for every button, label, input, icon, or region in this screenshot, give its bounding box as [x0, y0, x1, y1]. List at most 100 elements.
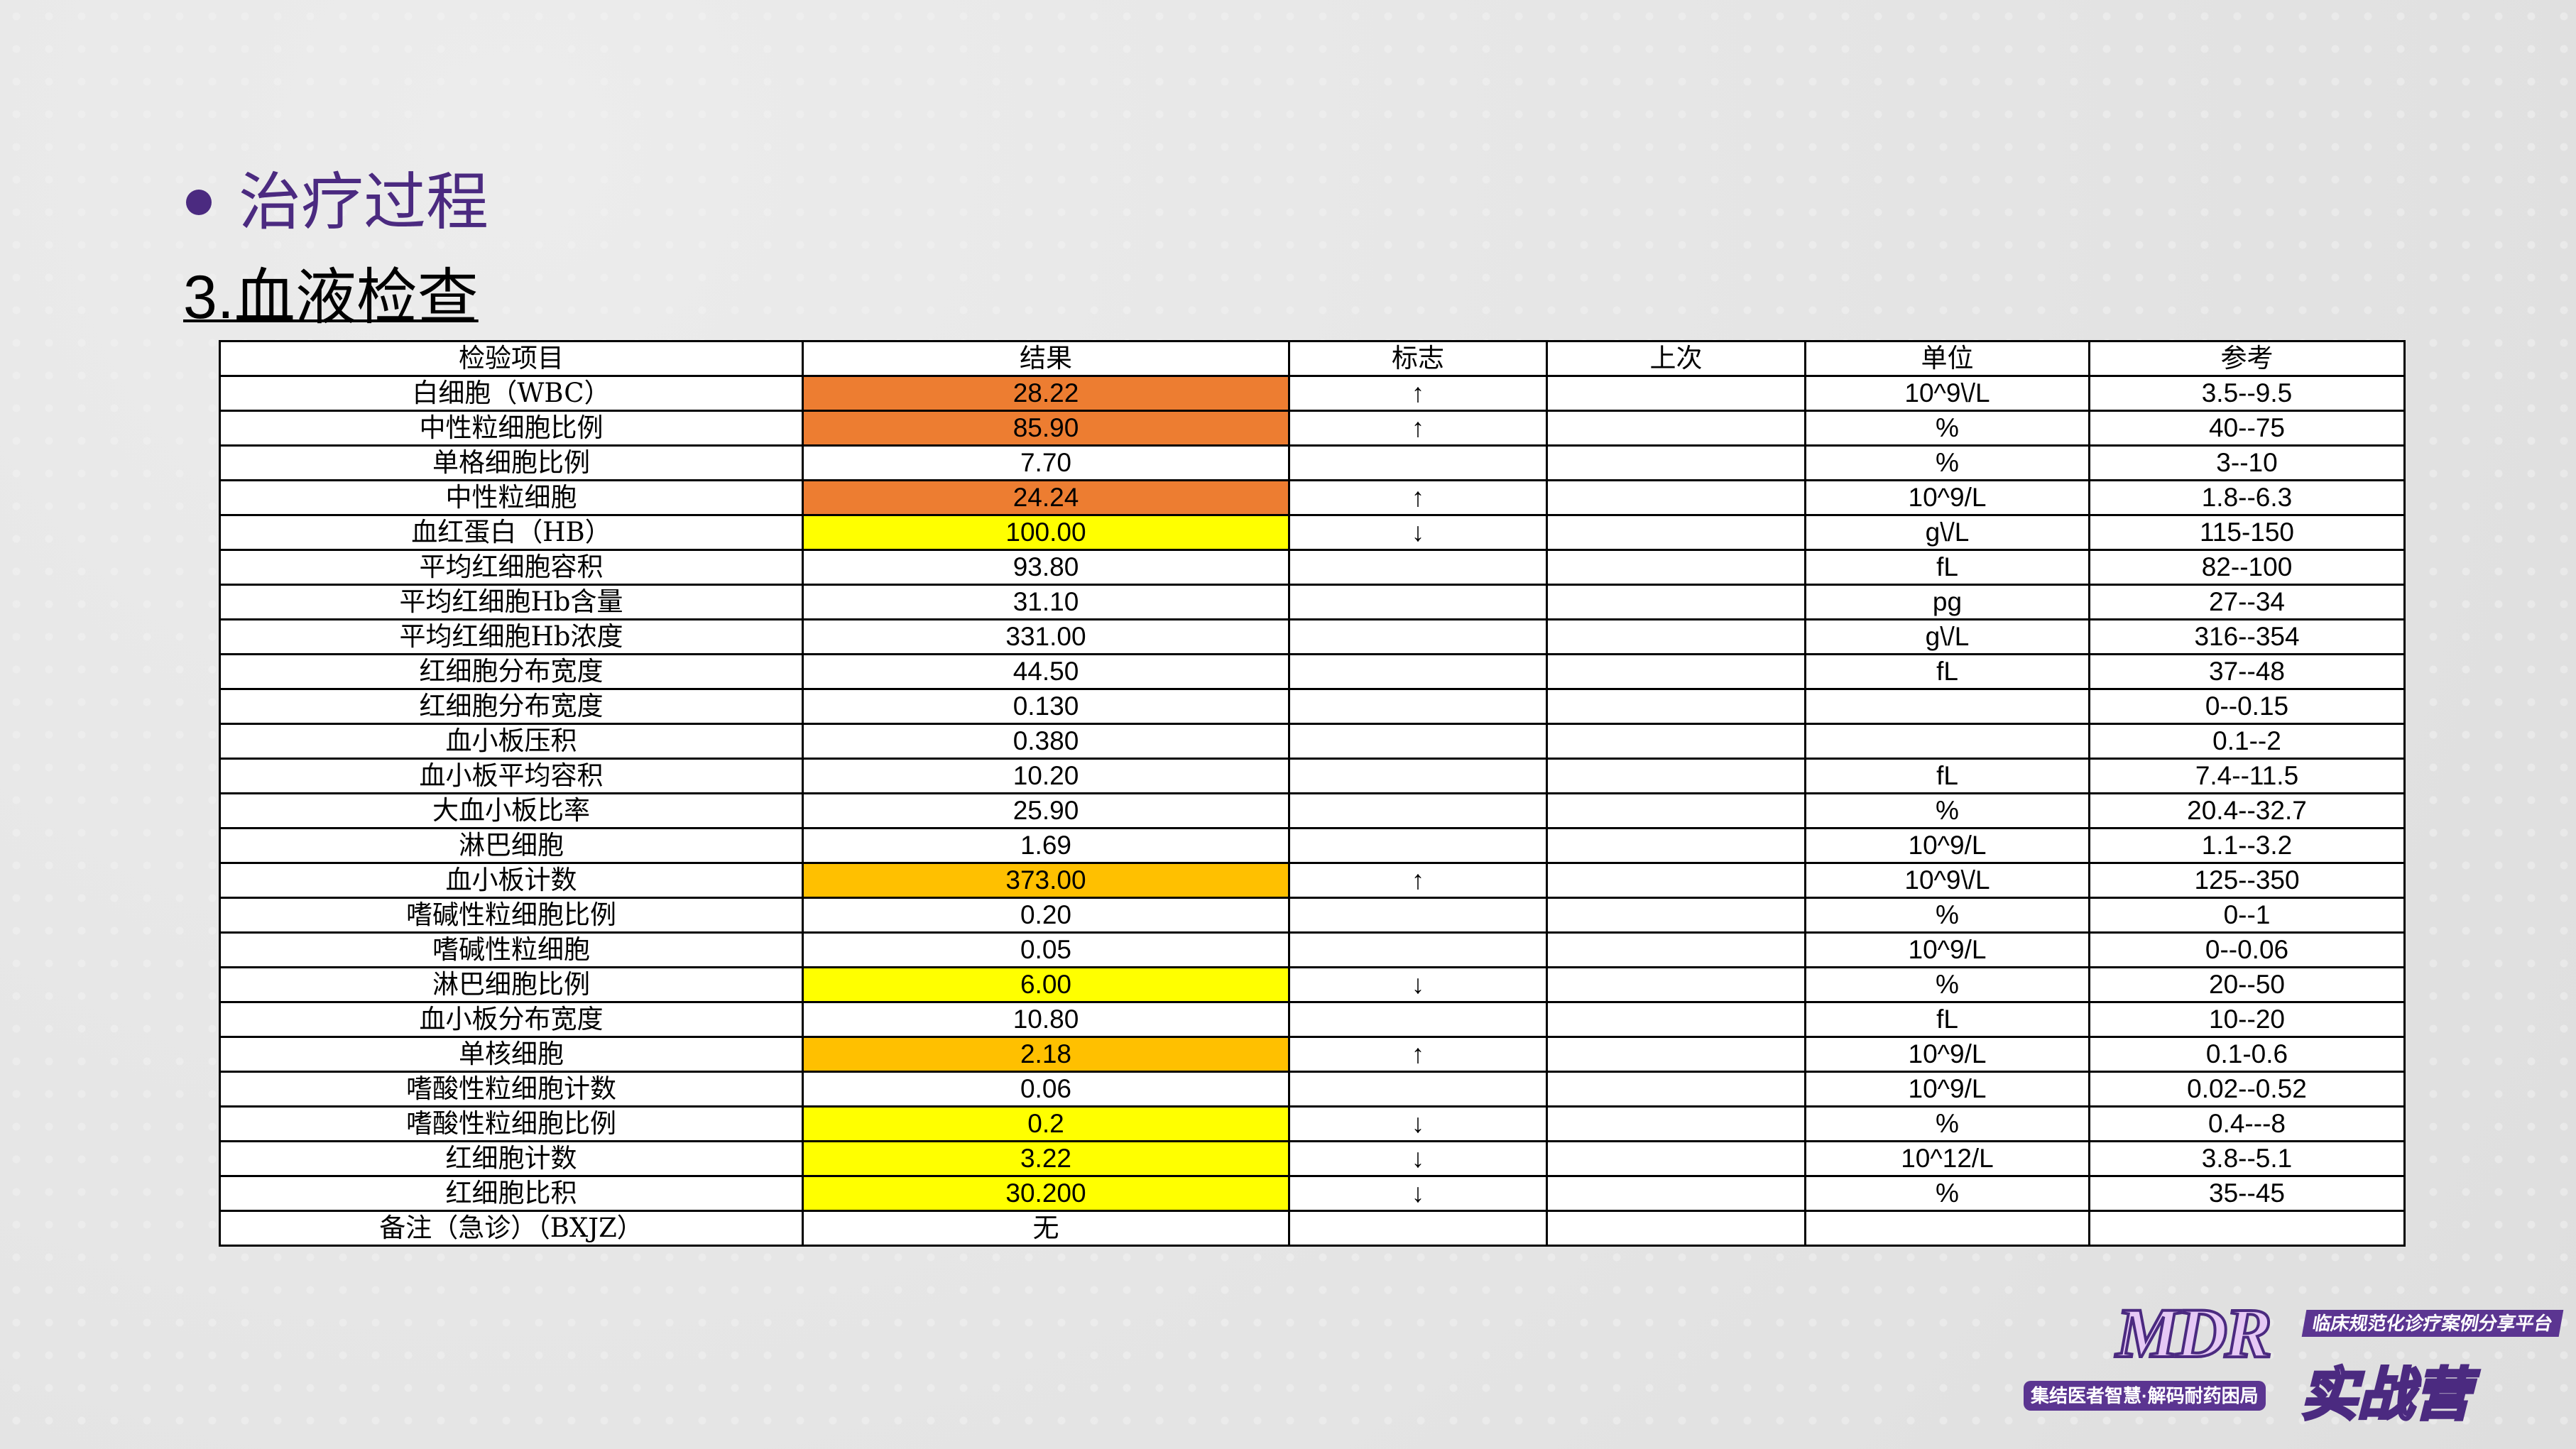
- last-cell: [1546, 1105, 1806, 1142]
- item-cell: 红细胞分布宽度: [219, 688, 804, 725]
- flag-cell: [1288, 758, 1548, 794]
- item-cell: 嗜碱性粒细胞: [219, 931, 804, 968]
- table-row: 嗜酸性粒细胞计数 0.06 10^9/L 0.02--0.52: [219, 1071, 2406, 1108]
- last-cell: [1546, 1001, 1806, 1038]
- result-cell: 30.200: [802, 1175, 1290, 1212]
- ref-cell: 7.4--11.5: [2088, 758, 2406, 794]
- flag-cell: [1288, 549, 1548, 586]
- table-row: 大血小板比率 25.90% 20.4--32.7: [219, 792, 2406, 829]
- flag-cell: [1288, 792, 1548, 829]
- last-cell: [1546, 1210, 1806, 1247]
- ref-cell: 3.8--5.1: [2088, 1140, 2406, 1177]
- item-cell: 淋巴细胞比例: [219, 966, 804, 1003]
- ref-cell: 1.1--3.2: [2088, 827, 2406, 864]
- item-cell: 平均红细胞Hb浓度: [219, 618, 804, 655]
- last-cell: [1546, 514, 1806, 551]
- ref-cell: 3.5--9.5: [2088, 375, 2406, 412]
- table-row: 平均红细胞Hb浓度 331.00 g\/L 316--354: [219, 618, 2406, 655]
- result-cell: 0.20: [802, 897, 1290, 934]
- last-cell: [1546, 931, 1806, 968]
- result-cell: 0.2: [802, 1105, 1290, 1142]
- unit-cell: %: [1804, 792, 2090, 829]
- last-cell: [1546, 549, 1806, 586]
- unit-cell: pg: [1804, 584, 2090, 620]
- unit-cell: 10^9/L: [1804, 1036, 2090, 1073]
- unit-cell: 10^9\/L: [1804, 375, 2090, 412]
- table-row: 血红蛋白（HB） 100.00 ↓ g\/L 115-150: [219, 514, 2406, 551]
- item-cell: 单格细胞比例: [219, 444, 804, 481]
- result-cell: 85.90: [802, 410, 1290, 447]
- table-header-row: 检验项目 结果 标志 上次 单位 参考: [219, 340, 2406, 377]
- item-cell: 血小板计数: [219, 862, 804, 899]
- unit-cell: [1804, 688, 2090, 725]
- flag-cell: [1288, 897, 1548, 934]
- heading-text: 治疗过程: [239, 167, 489, 237]
- flag-cell: ↓: [1288, 1105, 1548, 1142]
- result-cell: 25.90: [802, 792, 1290, 829]
- ref-cell: 125--350: [2088, 862, 2406, 899]
- table-row: 嗜碱性粒细胞比例 0.20% 0--1: [219, 897, 2406, 934]
- flag-cell: [1288, 1210, 1548, 1247]
- last-cell: [1546, 410, 1806, 447]
- result-cell: 44.50: [802, 653, 1290, 690]
- unit-cell: %: [1804, 897, 2090, 934]
- item-cell: 红细胞计数: [219, 1140, 804, 1177]
- unit-cell: g\/L: [1804, 618, 2090, 655]
- ref-cell: 1.8--6.3: [2088, 479, 2406, 516]
- table-row: 红细胞分布宽度 0.130 0--0.15: [219, 688, 2406, 725]
- last-cell: [1546, 792, 1806, 829]
- result-cell: 0.380: [802, 723, 1290, 760]
- result-cell: 10.80: [802, 1001, 1290, 1038]
- table-row: 嗜酸性粒细胞比例 0.2 ↓% 0.4---8: [219, 1105, 2406, 1142]
- unit-cell: 10^9/L: [1804, 931, 2090, 968]
- last-cell: [1546, 827, 1806, 864]
- result-cell: 10.20: [802, 758, 1290, 794]
- last-cell: [1546, 862, 1806, 899]
- unit-cell: fL: [1804, 1001, 2090, 1038]
- last-cell: [1546, 1175, 1806, 1212]
- header-result: 结果: [802, 340, 1290, 377]
- unit-cell: 10^9/L: [1804, 479, 2090, 516]
- last-cell: [1546, 444, 1806, 481]
- result-cell: 331.00: [802, 618, 1290, 655]
- item-cell: 大血小板比率: [219, 792, 804, 829]
- flag-cell: [1288, 723, 1548, 760]
- item-cell: 血小板压积: [219, 723, 804, 760]
- result-cell: 0.05: [802, 931, 1290, 968]
- logo-slogan: 集结医者智慧·解码耐药困局: [2024, 1381, 2266, 1411]
- unit-cell: %: [1804, 444, 2090, 481]
- logo-tagline: 临床规范化诊疗案例分享平台: [2301, 1310, 2564, 1337]
- result-cell: 6.00: [802, 966, 1290, 1003]
- table-row: 淋巴细胞 1.69 10^9/L 1.1--3.2: [219, 827, 2406, 864]
- unit-cell: %: [1804, 966, 2090, 1003]
- item-cell: 红细胞比积: [219, 1175, 804, 1212]
- unit-cell: fL: [1804, 653, 2090, 690]
- ref-cell: 0--1: [2088, 897, 2406, 934]
- flag-cell: [1288, 618, 1548, 655]
- unit-cell: 10^12/L: [1804, 1140, 2090, 1177]
- last-cell: [1546, 723, 1806, 760]
- ref-cell: 20--50: [2088, 966, 2406, 1003]
- item-cell: 备注（急诊）（BXJZ）: [219, 1210, 804, 1247]
- ref-cell: 27--34: [2088, 584, 2406, 620]
- ref-cell: 115-150: [2088, 514, 2406, 551]
- blood-test-table: 检验项目 结果 标志 上次 单位 参考 白细胞（WBC） 28.22 ↑ 10^9\/…: [219, 340, 2406, 1247]
- item-cell: 血红蛋白（HB）: [219, 514, 804, 551]
- unit-cell: g\/L: [1804, 514, 2090, 551]
- result-cell: 无: [802, 1210, 1290, 1247]
- flag-cell: ↑: [1288, 479, 1548, 516]
- unit-cell: %: [1804, 1175, 2090, 1212]
- ref-cell: 10--20: [2088, 1001, 2406, 1038]
- ref-cell: 37--48: [2088, 653, 2406, 690]
- flag-cell: ↑: [1288, 375, 1548, 412]
- last-cell: [1546, 688, 1806, 725]
- subheading: 3.血液检查: [183, 263, 479, 332]
- header-ref: 参考: [2088, 340, 2406, 377]
- last-cell: [1546, 1071, 1806, 1108]
- ref-cell: 0.1--2: [2088, 723, 2406, 760]
- unit-cell: [1804, 1210, 2090, 1247]
- unit-cell: %: [1804, 410, 2090, 447]
- header-item: 检验项目: [219, 340, 804, 377]
- flag-cell: [1288, 931, 1548, 968]
- last-cell: [1546, 1140, 1806, 1177]
